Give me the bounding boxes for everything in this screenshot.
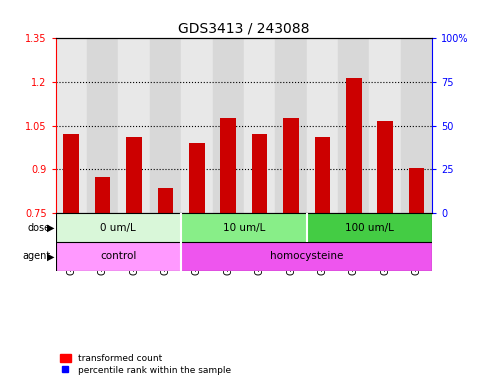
- Text: 10 um/L: 10 um/L: [223, 222, 265, 233]
- Text: homocysteine: homocysteine: [270, 251, 343, 262]
- Bar: [181, 38, 213, 213]
- Bar: [87, 38, 118, 213]
- Bar: [409, 168, 425, 213]
- Bar: [220, 119, 236, 213]
- Text: control: control: [100, 251, 137, 262]
- Bar: [56, 213, 181, 242]
- Bar: [283, 119, 299, 213]
- Text: 100 um/L: 100 um/L: [345, 222, 394, 233]
- Text: 0 um/L: 0 um/L: [100, 222, 136, 233]
- Bar: [63, 134, 79, 213]
- Bar: [126, 137, 142, 213]
- Text: dose: dose: [28, 222, 51, 233]
- Text: ▶: ▶: [46, 251, 54, 262]
- Bar: [275, 38, 307, 213]
- Bar: [56, 242, 181, 271]
- Legend: transformed count, percentile rank within the sample: transformed count, percentile rank withi…: [60, 354, 231, 375]
- Bar: [314, 137, 330, 213]
- Bar: [56, 38, 87, 213]
- Text: agent: agent: [23, 251, 51, 262]
- Text: ▶: ▶: [46, 222, 54, 233]
- Bar: [369, 38, 401, 213]
- Title: GDS3413 / 243088: GDS3413 / 243088: [178, 22, 310, 36]
- Bar: [307, 213, 432, 242]
- Bar: [401, 38, 432, 213]
- Bar: [346, 78, 362, 213]
- Bar: [157, 189, 173, 213]
- Bar: [181, 242, 432, 271]
- Bar: [213, 38, 244, 213]
- Bar: [95, 177, 111, 213]
- Bar: [252, 134, 268, 213]
- Bar: [118, 38, 150, 213]
- Bar: [244, 38, 275, 213]
- Bar: [377, 121, 393, 213]
- Bar: [150, 38, 181, 213]
- Bar: [181, 213, 307, 242]
- Bar: [307, 38, 338, 213]
- Bar: [189, 143, 205, 213]
- Bar: [338, 38, 369, 213]
